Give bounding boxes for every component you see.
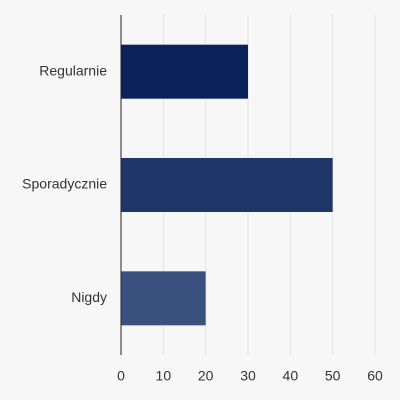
y-tick-label: Nigdy [71,289,107,305]
x-tick-label: 0 [117,368,125,384]
y-tick-label: Regularnie [39,62,107,78]
bar [121,271,206,326]
bar [121,158,333,212]
bar [121,44,248,99]
x-tick-label: 10 [156,368,172,384]
x-tick-label: 60 [367,368,383,384]
x-tick-label: 50 [325,368,341,384]
x-tick-label: 40 [283,368,299,384]
x-tick-label: 20 [198,368,214,384]
x-tick-label: 30 [240,368,256,384]
y-tick-label: Sporadycznie [22,176,107,192]
